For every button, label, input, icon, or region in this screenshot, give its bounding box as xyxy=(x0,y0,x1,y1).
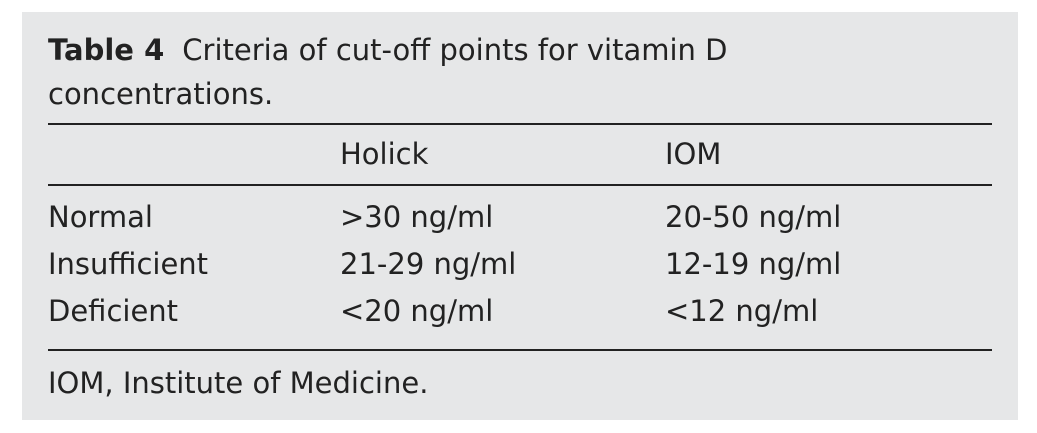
table-label: Table 4 xyxy=(48,33,165,67)
cell: 12-19 ng/ml xyxy=(665,247,842,281)
cell: Insufficient xyxy=(48,247,209,281)
cell: Deficient xyxy=(48,294,179,328)
rule xyxy=(48,184,992,186)
cell: 20-50 ng/ml xyxy=(665,200,842,234)
cell: Normal xyxy=(48,200,153,234)
table-panel: Table 4 Criteria of cut-off points for vi… xyxy=(22,12,1018,420)
footnote: IOM, Institute of Medicine. xyxy=(48,366,429,400)
caption-text: Criteria of cut-off points for vitamin D… xyxy=(48,33,728,111)
rule xyxy=(48,123,992,125)
cell: <20 ng/ml xyxy=(340,294,494,328)
cell: >30 ng/ml xyxy=(340,200,494,234)
column-header: Holick xyxy=(340,137,429,171)
cell: 21-29 ng/ml xyxy=(340,247,517,281)
column-header: IOM xyxy=(665,137,722,171)
rule xyxy=(48,349,992,351)
cell: <12 ng/ml xyxy=(665,294,819,328)
caption: Table 4 Criteria of cut-off points for vi… xyxy=(48,28,948,116)
